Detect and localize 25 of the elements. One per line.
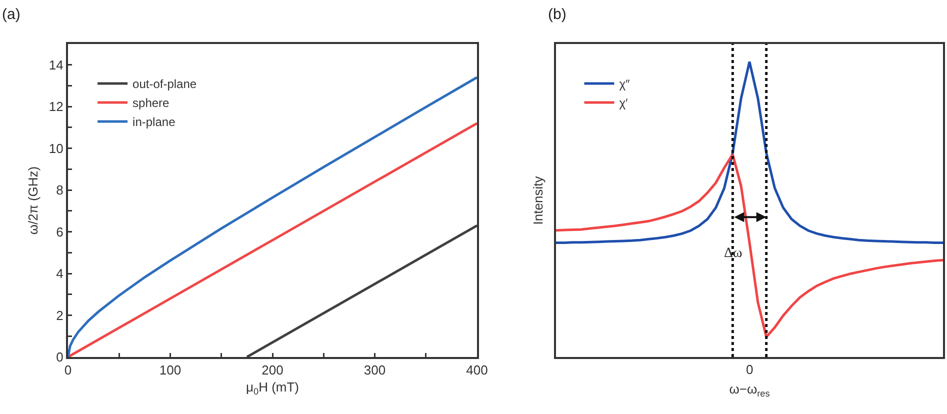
y-tick-label: 14 — [48, 57, 64, 72]
y-tick-label: 8 — [56, 182, 64, 198]
legend-label: out-of-plane — [132, 77, 197, 92]
y-tick-label: 6 — [56, 224, 64, 240]
chart-title: (a) — [2, 6, 20, 23]
y-tick-label: 12 — [48, 99, 64, 114]
x-tick-label: 300 — [364, 362, 386, 378]
y-axis-title: ω/2π (GHz) — [25, 166, 40, 235]
legend-label: χ′ — [619, 96, 629, 110]
y-tick-label: 2 — [56, 308, 64, 323]
legend-label: sphere — [132, 96, 170, 110]
y-axis-title: Intensity — [530, 176, 546, 225]
legend-label: χ″ — [619, 77, 631, 92]
y-tick-label: 0 — [56, 350, 64, 365]
legend-label: in-plane — [132, 115, 176, 130]
x-tick-label: 400 — [466, 362, 488, 378]
x-tick-label: 100 — [159, 362, 182, 378]
x-axis-title: ω−ω$_{res}$ — [729, 382, 770, 398]
y-tick-label: 10 — [48, 140, 64, 156]
x-tick-label: 200 — [262, 362, 284, 378]
chart-title: (b) — [548, 6, 566, 23]
annotation: Δω — [724, 246, 742, 261]
x-axis-title: μ$_{0}$H (mT) — [246, 380, 299, 396]
y-tick-label: 4 — [56, 266, 64, 282]
line-series — [68, 76, 477, 357]
